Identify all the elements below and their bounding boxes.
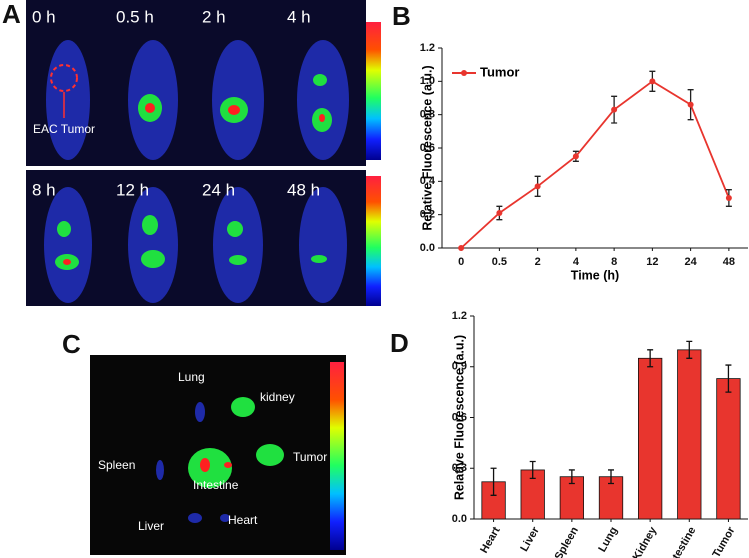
organ-label: Spleen: [98, 458, 135, 472]
timepoint-label: 12 h: [116, 180, 149, 199]
x-tick-label: Kidney: [631, 524, 660, 558]
timepoint-label: 2 h: [202, 7, 226, 26]
panel-c-image: [90, 355, 346, 555]
point: [649, 78, 656, 85]
x-tick-label: Spleen: [553, 525, 582, 558]
legend-marker: [461, 70, 467, 76]
organ-label: Lung: [178, 370, 205, 384]
organ-label: Liver: [138, 519, 164, 533]
organ-label: Heart: [228, 513, 258, 527]
x-tick-label: Intestine: [665, 525, 698, 558]
bar: [716, 378, 741, 520]
bar: [638, 357, 663, 520]
point: [611, 106, 618, 113]
x-tick-label: Liver: [518, 524, 542, 553]
error-bar: [490, 467, 497, 496]
panel-label: D: [390, 328, 409, 358]
error-bar: [686, 340, 693, 359]
error-bar: [529, 460, 536, 480]
timepoint-label: 48 h: [287, 180, 320, 199]
timepoint-label: 0 h: [32, 7, 56, 26]
y-tick-label: 0.3: [452, 462, 467, 474]
y-tick-label: 0.0: [452, 513, 467, 525]
x-tick-label: Heart: [478, 525, 503, 556]
organ-label: kidney: [260, 390, 295, 404]
y-tick-label: 0.8: [420, 109, 435, 121]
panel-a-images: [26, 0, 381, 306]
x-tick-label: Lung: [596, 525, 620, 554]
point: [534, 183, 541, 190]
y-tick-label: 1.2: [420, 42, 435, 54]
organ-label: Tumor: [293, 450, 327, 464]
x-tick-label: Tumor: [710, 524, 737, 558]
x-tick-label: 8: [611, 256, 617, 268]
y-tick-label: 0.2: [420, 209, 435, 221]
y-tick-label: 1.2: [452, 310, 467, 322]
x-tick-label: 2: [535, 256, 541, 268]
tumor-marker: EAC Tumor: [33, 122, 95, 136]
error-bar: [647, 349, 654, 368]
point: [458, 245, 465, 251]
error-bar: [725, 364, 732, 393]
x-tick-label: 24: [685, 256, 698, 268]
series-line: [460, 80, 730, 249]
timepoint-label: 8 h: [32, 180, 56, 199]
y-tick-label: 0.4: [420, 175, 436, 187]
y-tick-label: 0.6: [420, 142, 435, 154]
panel-label: A: [2, 0, 21, 29]
x-axis-label: Time (h): [571, 268, 619, 282]
x-tick-label: 0.5: [492, 256, 507, 268]
timepoint-label: 4 h: [287, 7, 311, 26]
organ-label: Intestine: [193, 478, 239, 492]
timepoint-label: 0.5 h: [116, 7, 154, 26]
y-tick-label: 0.0: [420, 242, 435, 254]
y-axis-label: Relative Fluorescence (a.u.): [420, 65, 434, 230]
timepoint-label: 24 h: [202, 180, 235, 199]
panel-label: B: [392, 1, 411, 31]
x-tick-label: 12: [646, 256, 658, 268]
point: [725, 195, 732, 201]
point: [572, 153, 579, 160]
error-bar: [608, 469, 614, 485]
panel-label: C: [62, 329, 81, 359]
bar: [677, 349, 702, 520]
x-tick-label: 0: [458, 256, 464, 268]
y-tick-label: 1.0: [420, 75, 435, 87]
point: [687, 101, 694, 108]
image-text: 0 h 0.5 h 2 h 4 h 8 h 12 h 24 h 48 h EAC…: [32, 7, 327, 533]
x-tick-label: 48: [723, 256, 735, 268]
y-axis-label: Relative Fluorescence (a.u.): [452, 335, 466, 500]
y-tick-label: 0.9: [452, 361, 467, 373]
x-tick-label: 4: [573, 256, 580, 268]
y-tick-label: 0.6: [452, 411, 467, 423]
legend-label: Tumor: [480, 64, 519, 79]
error-bar: [568, 469, 575, 485]
point: [496, 210, 503, 216]
